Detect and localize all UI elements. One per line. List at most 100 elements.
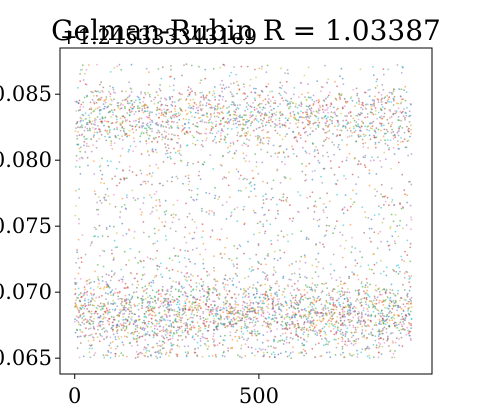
scatter-point <box>165 131 168 134</box>
scatter-point <box>92 288 95 291</box>
scatter-point <box>196 193 199 196</box>
scatter-point <box>162 305 165 307</box>
scatter-point <box>336 134 339 137</box>
scatter-point <box>388 91 391 94</box>
scatter-point <box>178 114 180 117</box>
scatter-point <box>186 331 189 334</box>
scatter-point <box>369 319 372 322</box>
scatter-point <box>245 187 247 189</box>
scatter-point <box>360 298 362 301</box>
scatter-point <box>90 320 93 322</box>
scatter-point <box>177 334 180 337</box>
scatter-point <box>152 206 154 209</box>
scatter-point <box>89 316 92 319</box>
scatter-point <box>305 329 308 331</box>
scatter-point <box>257 126 260 129</box>
scatter-point <box>391 235 394 238</box>
scatter-point <box>253 97 256 100</box>
scatter-point <box>373 263 376 266</box>
scatter-point <box>209 132 212 134</box>
scatter-point <box>254 153 257 156</box>
scatter-point <box>192 98 195 101</box>
scatter-point <box>289 352 292 354</box>
scatter-point <box>116 246 118 249</box>
scatter-point <box>178 92 181 94</box>
scatter-point <box>128 303 131 306</box>
scatter-point <box>212 315 215 317</box>
scatter-point <box>246 65 249 68</box>
scatter-point <box>372 299 375 302</box>
scatter-point <box>309 127 312 129</box>
scatter-point <box>363 290 365 293</box>
scatter-point <box>118 137 121 140</box>
scatter-point <box>357 163 360 165</box>
scatter-point <box>240 347 243 350</box>
scatter-point <box>284 328 287 330</box>
scatter-point <box>145 346 148 349</box>
scatter-point <box>221 87 224 90</box>
scatter-point <box>148 172 151 175</box>
scatter-point <box>271 114 274 117</box>
scatter-point <box>232 323 235 326</box>
scatter-point <box>326 131 329 133</box>
scatter-point <box>289 323 291 326</box>
scatter-point <box>200 143 203 146</box>
scatter-point <box>99 199 102 202</box>
scatter-point <box>278 152 281 154</box>
scatter-point <box>291 314 294 317</box>
scatter-point <box>370 111 373 114</box>
scatter-point <box>203 319 205 322</box>
scatter-point <box>217 116 220 119</box>
scatter-point <box>364 284 367 286</box>
scatter-point <box>341 338 344 340</box>
scatter-point <box>242 208 245 211</box>
scatter-point <box>247 104 250 106</box>
scatter-point <box>307 335 309 338</box>
scatter-point <box>164 353 167 356</box>
scatter-point <box>381 329 384 332</box>
scatter-point <box>226 279 229 282</box>
scatter-point <box>352 316 355 319</box>
scatter-point <box>176 115 178 118</box>
scatter-point <box>191 302 194 305</box>
scatter-point <box>300 255 303 258</box>
scatter-point <box>338 92 341 95</box>
scatter-point <box>136 286 138 289</box>
scatter-point <box>342 83 345 85</box>
scatter-point <box>165 331 168 333</box>
scatter-point <box>325 224 328 227</box>
scatter-point <box>377 351 380 354</box>
scatter-point <box>111 252 113 255</box>
scatter-point <box>148 304 150 307</box>
scatter-point <box>327 106 329 109</box>
scatter-point <box>260 284 263 286</box>
scatter-point <box>159 201 161 203</box>
scatter-point <box>293 137 296 139</box>
scatter-point <box>329 356 332 359</box>
scatter-point <box>381 314 384 317</box>
scatter-point <box>302 111 304 114</box>
scatter-point <box>186 327 189 329</box>
scatter-point <box>187 95 190 98</box>
scatter-point <box>193 221 196 223</box>
scatter-point <box>166 332 169 335</box>
scatter-point <box>125 287 128 289</box>
scatter-point <box>233 313 236 316</box>
scatter-point <box>237 309 240 312</box>
scatter-point <box>349 318 351 321</box>
scatter-point <box>180 321 182 324</box>
scatter-point <box>86 283 88 286</box>
scatter-point <box>286 304 288 307</box>
scatter-point <box>340 333 342 335</box>
scatter-point <box>154 96 157 99</box>
scatter-point <box>170 214 173 217</box>
scatter-point <box>356 349 358 352</box>
scatter-point <box>163 130 166 133</box>
scatter-point <box>392 134 395 137</box>
scatter-point <box>201 210 203 212</box>
scatter-point <box>144 339 147 341</box>
scatter-point <box>128 109 131 112</box>
scatter-point <box>115 136 118 139</box>
scatter-point <box>342 124 345 127</box>
scatter-point <box>211 355 214 357</box>
